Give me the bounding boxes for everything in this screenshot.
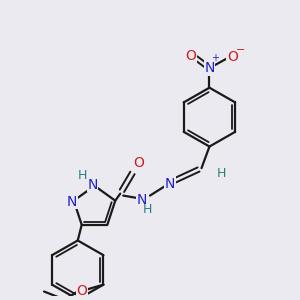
Text: N: N bbox=[204, 61, 214, 75]
Text: O: O bbox=[227, 50, 238, 64]
Text: N: N bbox=[87, 178, 98, 192]
Text: H: H bbox=[142, 203, 152, 216]
Text: N: N bbox=[137, 194, 147, 208]
Text: N: N bbox=[67, 195, 77, 209]
Text: +: + bbox=[212, 53, 219, 63]
Text: −: − bbox=[236, 45, 245, 56]
Text: O: O bbox=[76, 284, 87, 298]
Text: H: H bbox=[78, 169, 87, 182]
Text: N: N bbox=[165, 177, 175, 191]
Text: H: H bbox=[217, 167, 226, 179]
Text: O: O bbox=[134, 156, 145, 170]
Text: O: O bbox=[185, 49, 196, 63]
